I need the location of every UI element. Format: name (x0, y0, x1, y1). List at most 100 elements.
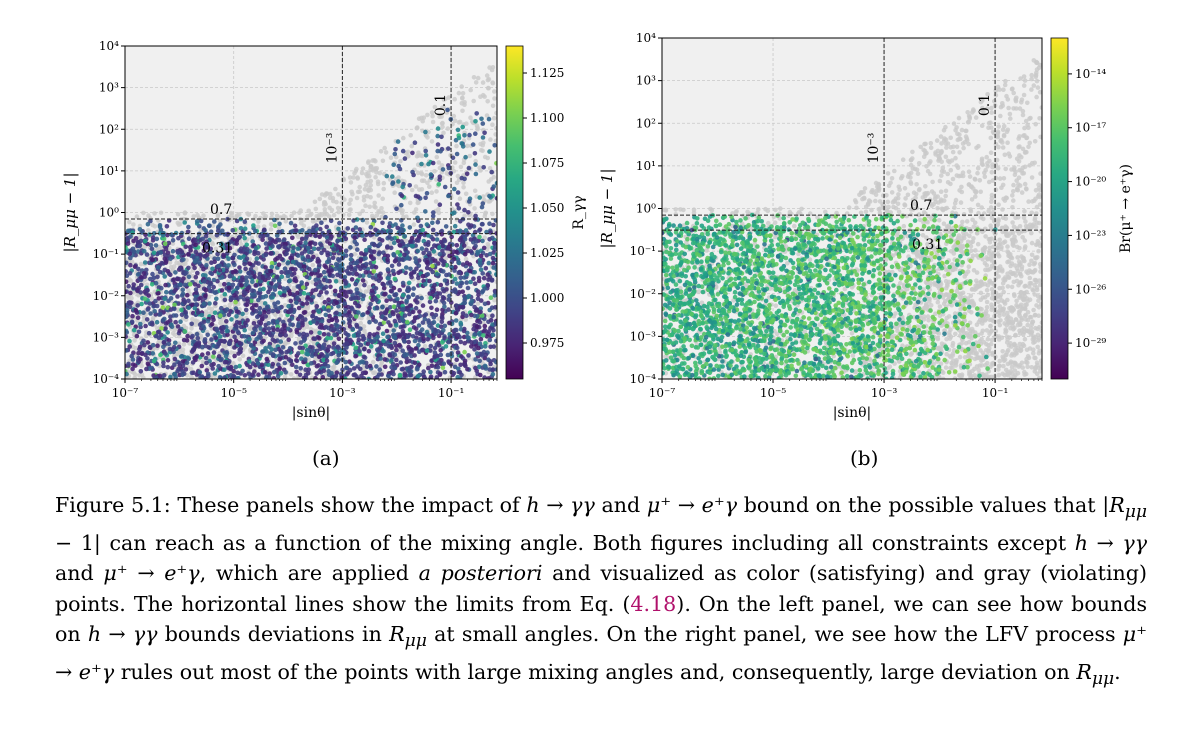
scatter-point (208, 270, 213, 276)
scatter-point (465, 285, 471, 291)
scatter-point (358, 320, 364, 326)
scatter-point (156, 329, 162, 335)
scatter-point (293, 228, 299, 233)
scatter-point (363, 255, 368, 261)
scatter-point (198, 218, 204, 224)
scatter-point (451, 370, 457, 376)
scatter-point (156, 335, 162, 341)
scatter-point (246, 212, 252, 217)
scatter-point (463, 154, 468, 160)
scatter-point (282, 303, 288, 308)
scatter-point (423, 195, 428, 201)
scatter-point (279, 256, 285, 262)
scatter-point (458, 320, 464, 326)
scatter-point (451, 113, 457, 119)
scatter-point (226, 341, 232, 347)
scatter-point (474, 239, 479, 244)
scatter-point (186, 224, 191, 230)
scatter-point (129, 353, 134, 359)
scatter-point (478, 306, 484, 311)
scatter-point (321, 286, 327, 291)
scatter-point (173, 319, 178, 325)
scatter-point (397, 287, 403, 293)
scatter-point (481, 165, 487, 170)
scatter-point (353, 168, 359, 174)
scatter-point (395, 238, 401, 244)
scatter-point (456, 260, 462, 266)
scatter-point (381, 180, 387, 186)
scatter-point (211, 277, 217, 283)
scatter-point (288, 322, 293, 327)
scatter-point (301, 217, 307, 223)
scatter-point (326, 308, 331, 313)
scatter-point (218, 357, 223, 363)
scatter-point (143, 323, 148, 329)
scatter-point (282, 292, 287, 298)
scatter-point (363, 203, 368, 208)
scatter-point (487, 65, 492, 70)
scatter-point (440, 124, 445, 130)
scatter-point (206, 373, 211, 379)
scatter-point (410, 292, 416, 298)
scatter-point (435, 364, 441, 370)
scatter-point (358, 366, 363, 372)
scatter-point (189, 321, 194, 327)
scatter-point (157, 244, 162, 250)
scatter-point (242, 334, 247, 339)
scatter-point (399, 193, 405, 198)
scatter-point (321, 269, 327, 275)
scatter-point (353, 345, 359, 351)
scatter-point (260, 349, 265, 354)
scatter-point (235, 370, 240, 376)
scatter-point (387, 234, 392, 240)
scatter-point (430, 160, 436, 166)
scatter-point (454, 249, 459, 255)
scatter-point (381, 282, 387, 288)
scatter-point (430, 289, 436, 295)
scatter-point (343, 281, 348, 286)
scatter-point (150, 257, 156, 263)
scatter-point (472, 281, 478, 287)
scatter-point (428, 172, 434, 177)
scatter-point (363, 289, 369, 294)
scatter-point (438, 324, 444, 330)
scatter-point (179, 312, 185, 318)
scatter-point (312, 336, 318, 342)
scatter-point (473, 158, 479, 164)
scatter-point (235, 213, 240, 218)
scatter-point (165, 330, 170, 335)
scatter-point (415, 170, 421, 176)
scatter-point (261, 224, 267, 229)
scatter-point (139, 363, 144, 369)
scatter-point (228, 350, 234, 355)
scatter-point (155, 343, 160, 349)
scatter-point (331, 198, 336, 204)
scatter-point (309, 361, 314, 366)
scatter-point (455, 350, 461, 355)
scatter-point (441, 97, 447, 102)
scatter-point (163, 282, 168, 288)
scatter-point (237, 357, 242, 362)
scatter-point (418, 223, 424, 229)
scatter-point (153, 280, 159, 286)
scatter-point (407, 183, 413, 188)
scatter-point (426, 365, 431, 371)
scatter-point (371, 249, 377, 255)
scatter-point (131, 327, 137, 333)
scatter-point (267, 332, 273, 338)
scatter-point (392, 151, 398, 157)
scatter-point (193, 318, 198, 324)
scatter-point (455, 127, 461, 133)
scatter-point (128, 262, 133, 268)
scatter-point (270, 337, 276, 343)
scatter-point (490, 122, 495, 127)
scatter-point (156, 296, 162, 301)
scatter-point (209, 337, 214, 342)
scatter-point (173, 270, 178, 275)
scatter-point (232, 353, 237, 359)
scatter-point (319, 192, 325, 197)
scatter-point (452, 160, 458, 165)
scatter-point (291, 288, 296, 294)
scatter-point (319, 242, 324, 248)
scatter-point (406, 339, 412, 345)
